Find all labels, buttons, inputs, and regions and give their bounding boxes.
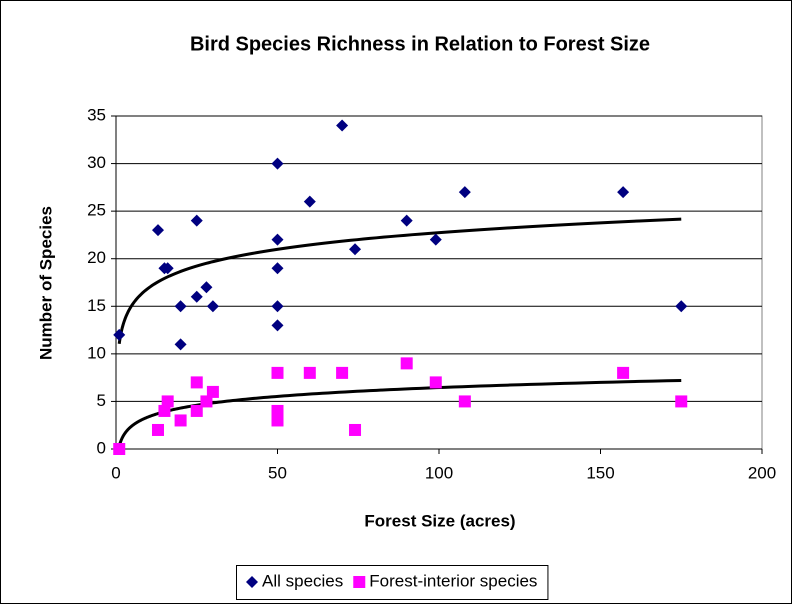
point [151, 224, 164, 237]
y-tick-label: 5 [97, 391, 106, 410]
point [271, 233, 284, 246]
x-axis-title: Forest Size (acres) [364, 511, 515, 530]
legend-marker [246, 576, 258, 588]
point [303, 195, 316, 208]
trendline [117, 217, 682, 344]
point [113, 443, 126, 455]
legend-label: All species [262, 571, 343, 590]
point [617, 366, 630, 379]
y-tick-label: 10 [87, 343, 106, 362]
point [158, 404, 171, 417]
point [349, 243, 362, 256]
y-tick-label: 25 [87, 201, 106, 220]
point [400, 357, 413, 370]
point [349, 423, 362, 436]
point [303, 366, 316, 379]
point [161, 262, 174, 275]
point [271, 319, 284, 332]
y-tick-label: 0 [97, 438, 106, 457]
point [271, 404, 284, 417]
point [174, 414, 187, 427]
point [675, 395, 688, 408]
y-tick-label: 30 [87, 153, 106, 172]
chart-title: Bird Species Richness in Relation to For… [190, 33, 650, 55]
point [429, 376, 442, 389]
point [190, 290, 203, 303]
point [400, 214, 413, 227]
y-tick-label: 20 [87, 248, 106, 267]
x-tick-label: 50 [268, 463, 287, 482]
plot-area [115, 115, 763, 450]
point [190, 376, 203, 389]
point [271, 414, 284, 427]
y-tick-label: 35 [87, 105, 106, 124]
point [271, 300, 284, 313]
point [271, 157, 284, 170]
point [206, 385, 219, 398]
point [458, 186, 471, 199]
x-tick-label: 100 [425, 463, 453, 482]
point [200, 281, 213, 294]
x-tick-label: 200 [748, 463, 776, 482]
point [336, 366, 349, 379]
point [458, 395, 471, 408]
point [336, 119, 349, 132]
legend-label: Forest-interior species [369, 571, 537, 590]
point [190, 404, 203, 417]
point [675, 300, 688, 313]
y-axis-title: Number of Species [36, 206, 55, 360]
point [271, 366, 284, 379]
legend-marker [353, 576, 366, 588]
point [161, 395, 174, 408]
point [617, 186, 630, 199]
y-tick-label: 15 [87, 296, 106, 315]
point [271, 262, 284, 275]
point [200, 395, 213, 408]
point [113, 328, 126, 341]
point [151, 423, 164, 436]
x-tick-label: 0 [111, 463, 120, 482]
x-tick-label: 150 [586, 463, 614, 482]
point [429, 233, 442, 246]
point [206, 300, 219, 313]
point [174, 338, 187, 351]
point [190, 214, 203, 227]
legend-box [236, 565, 549, 600]
point [174, 300, 187, 313]
